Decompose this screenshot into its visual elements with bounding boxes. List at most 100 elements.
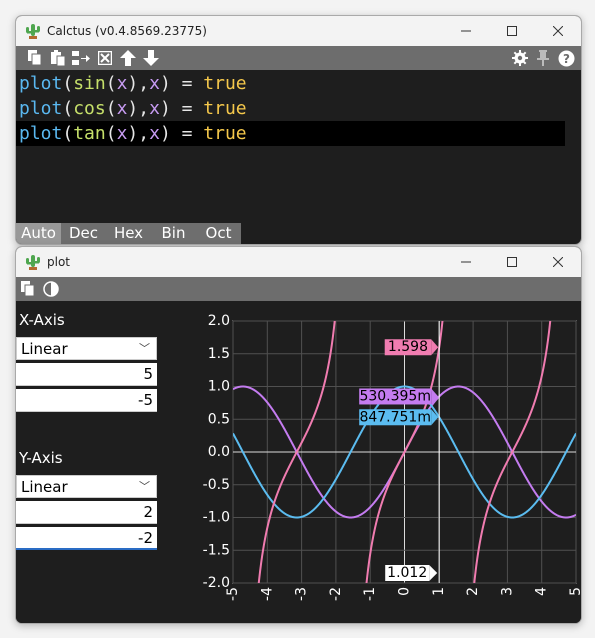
close-button[interactable] [535, 247, 581, 277]
chevron-down-icon: ﹀ [139, 480, 150, 493]
cos-curve [233, 385, 576, 519]
y-max-field[interactable]: 2 [16, 501, 157, 524]
expression-editor[interactable]: plot(sin(x),x) = true plot(cos(x),x) = t… [16, 71, 581, 233]
y-min-field[interactable]: -2 [16, 527, 157, 550]
main-toolbar: ? [16, 46, 581, 70]
help-icon: ? [558, 50, 574, 66]
inner-func: sin [73, 73, 106, 94]
func-name: plot [19, 73, 63, 94]
pin-button[interactable] [534, 49, 552, 67]
y-tick-label: 0.5 [208, 411, 230, 427]
insert-row-button[interactable] [72, 49, 90, 67]
x-scale-select[interactable]: Linear ﹀ [16, 337, 157, 360]
pin-icon [537, 50, 549, 66]
x-axis-label: X-Axis [19, 311, 65, 329]
tab-oct[interactable]: Oct [205, 224, 232, 242]
move-down-button[interactable] [142, 49, 160, 67]
window-title: plot [47, 255, 70, 269]
minimize-icon [461, 261, 471, 263]
value-label-pointer [431, 388, 439, 405]
copy-button[interactable] [26, 49, 44, 67]
minimize-button[interactable] [443, 247, 489, 277]
help-button[interactable]: ? [557, 49, 575, 67]
inner-func: tan [73, 123, 106, 144]
result-value: true [203, 123, 247, 144]
maximize-button[interactable] [489, 247, 535, 277]
y-tick-label: 2.0 [208, 313, 230, 329]
var-x: x [149, 98, 160, 119]
y-tick-label: -0.5 [203, 477, 230, 493]
y-tick-label: -1.0 [203, 510, 230, 526]
x-min-field[interactable]: -5 [16, 389, 157, 412]
value-label: 847.751m [359, 409, 431, 425]
y-tick-label: 0.0 [208, 444, 230, 460]
cactus-icon [26, 255, 40, 270]
equals-sign: = [170, 73, 204, 94]
x-tick-label: 5 [568, 587, 581, 596]
move-up-button[interactable] [119, 49, 137, 67]
value-label-box [359, 388, 432, 405]
expression-line-active[interactable]: plot(tan(x),x) = true [16, 121, 565, 146]
arrow-up-icon [120, 50, 136, 66]
x-tick-label: -5 [225, 587, 241, 601]
paste-icon [51, 50, 66, 66]
arrow-down-icon [143, 50, 159, 66]
tab-auto[interactable]: Auto [16, 223, 61, 244]
minimize-button[interactable] [443, 16, 489, 46]
tab-dec[interactable]: Dec [68, 224, 99, 242]
copy-icon [28, 50, 42, 66]
close-icon [553, 257, 563, 267]
expression-line[interactable]: plot(cos(x),x) = true [19, 98, 247, 119]
value-label: 1.598 [388, 339, 428, 355]
equals-sign: = [170, 123, 204, 144]
y-tick-label: -2.0 [203, 575, 230, 591]
func-name: plot [19, 123, 63, 144]
func-name: plot [19, 98, 63, 119]
settings-button[interactable] [511, 49, 529, 67]
value-label: 530.395m [359, 388, 431, 404]
tab-bin[interactable]: Bin [161, 224, 186, 242]
cactus-icon [26, 24, 40, 39]
paste-button[interactable] [49, 49, 67, 67]
plot-area[interactable]: -5 -4 -3 -2 -1 0 1 2 3 4 5 2.0 1.5 1.0 0.5 0.0 -0.5 -1.0 -… [173, 301, 581, 623]
y-tick-label: -1.5 [203, 542, 230, 558]
x-tick-label: -2 [328, 587, 344, 601]
x-max-field[interactable]: 5 [16, 363, 157, 386]
y-tick-label: 1.5 [208, 346, 230, 362]
x-tick-label: -3 [294, 587, 310, 601]
close-icon [553, 26, 563, 36]
delete-row-button[interactable] [96, 49, 114, 67]
copy-icon [21, 281, 35, 297]
maximize-icon [507, 257, 517, 267]
title-bar[interactable]: Calctus (v0.4.8569.23775) [16, 16, 581, 46]
x-tick-label: 3 [499, 587, 515, 596]
cursor-label-pointer [429, 565, 438, 581]
y-tick-label: 1.0 [208, 379, 230, 395]
var-x: x [149, 73, 160, 94]
maximize-button[interactable] [489, 16, 535, 46]
theme-toggle-button[interactable] [42, 280, 60, 298]
maximize-icon [507, 26, 517, 36]
window-title: Calctus (v0.4.8569.23775) [47, 24, 207, 38]
title-bar[interactable]: plot [16, 247, 581, 277]
calctus-window: Calctus (v0.4.8569.23775) [15, 15, 582, 245]
plot-window: plot X-Axis Linear ﹀ 5 -5 [15, 246, 582, 624]
tan-curve [257, 321, 552, 583]
delete-icon [98, 51, 112, 65]
svg-text:?: ? [563, 52, 570, 66]
expression-line[interactable]: plot(sin(x),x) = true [19, 73, 247, 94]
gear-icon [512, 50, 528, 66]
tab-hex[interactable]: Hex [113, 224, 144, 242]
value-label-box [359, 409, 432, 426]
x-tick-label: 1 [431, 587, 447, 596]
radix-tabs: Auto Dec Hex Bin Oct [16, 223, 241, 244]
x-tick-label: -4 [259, 587, 275, 601]
close-button[interactable] [535, 16, 581, 46]
value-label-pointer [431, 409, 439, 426]
y-scale-select[interactable]: Linear ﹀ [16, 475, 157, 498]
chevron-down-icon: ﹀ [139, 342, 150, 355]
contrast-icon [43, 281, 59, 297]
cursor-label-box [385, 565, 430, 581]
copy-button[interactable] [19, 280, 37, 298]
cursor-label: 1.012 [387, 565, 427, 581]
